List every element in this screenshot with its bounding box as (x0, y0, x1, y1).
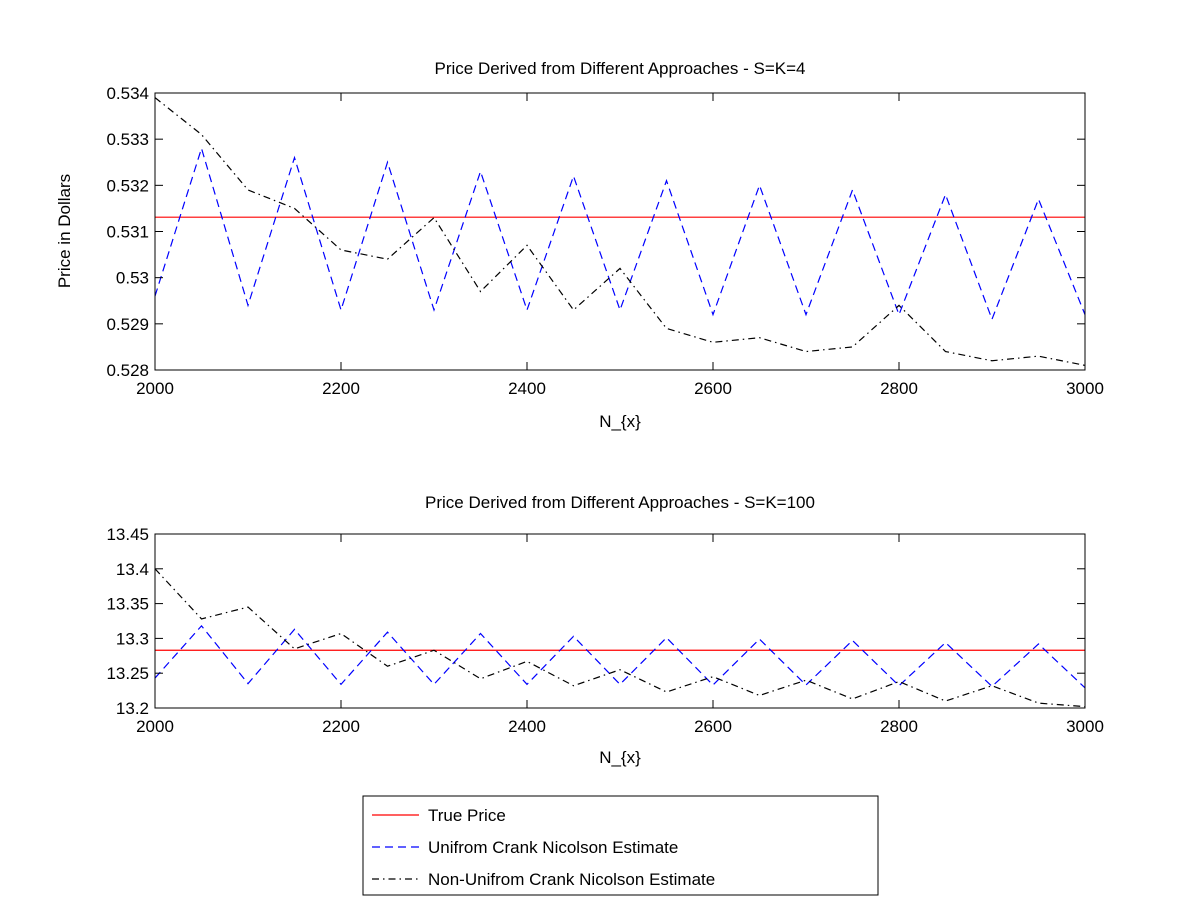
x-tick-label: 2200 (322, 379, 360, 398)
y-tick-label: 13.2 (116, 699, 149, 718)
x-tick-label: 2800 (880, 379, 918, 398)
legend: True Price Unifrom Crank Nicolson Estima… (362, 795, 879, 896)
legend-label-true-price: True Price (428, 806, 506, 825)
x-tick-label: 3000 (1066, 379, 1104, 398)
y-tick-label: 0.529 (106, 315, 149, 334)
y-axis-label: Price in Dollars (55, 174, 74, 288)
plot-area-frame (154, 533, 1086, 709)
x-tick-label: 2600 (694, 379, 732, 398)
y-tick-label: 0.531 (106, 223, 149, 242)
legend-label-uniform-cn: Unifrom Crank Nicolson Estimate (428, 838, 678, 857)
x-tick-label: 2800 (880, 717, 918, 736)
x-tick-label: 2200 (322, 717, 360, 736)
x-axis-label: N_{x} (599, 748, 641, 767)
y-tick-label: 13.35 (106, 595, 149, 614)
y-tick-label: 0.533 (106, 130, 149, 149)
x-tick-label: 2400 (508, 379, 546, 398)
series-line-non-unifrom-crank-nicolson-estimate (155, 97, 1085, 366)
x-tick-label: 2000 (136, 717, 174, 736)
series-line-unifrom-crank-nicolson-estimate (155, 624, 1085, 689)
x-tick-label: 3000 (1066, 717, 1104, 736)
y-tick-label: 0.528 (106, 361, 149, 380)
y-tick-label: 13.45 (106, 525, 149, 544)
x-tick-label: 2400 (508, 717, 546, 736)
series-line-non-unifrom-crank-nicolson-estimate (155, 568, 1085, 708)
subplot-top: Price Derived from Different Approaches … (55, 59, 1104, 431)
chart-title: Price Derived from Different Approaches … (434, 59, 805, 78)
y-tick-label: 13.25 (106, 664, 149, 683)
y-tick-label: 13.4 (116, 560, 149, 579)
x-tick-label: 2000 (136, 379, 174, 398)
subplot-bottom: Price Derived from Different Approaches … (106, 493, 1103, 767)
x-axis-label: N_{x} (599, 412, 641, 431)
chart-title: Price Derived from Different Approaches … (425, 493, 815, 512)
y-tick-label: 13.3 (116, 629, 149, 648)
legend-label-nonuniform-cn: Non-Unifrom Crank Nicolson Estimate (428, 870, 715, 889)
y-tick-label: 0.534 (106, 84, 149, 103)
x-tick-label: 2600 (694, 717, 732, 736)
y-tick-label: 0.53 (116, 269, 149, 288)
legend-box (362, 795, 879, 896)
y-tick-label: 0.532 (106, 176, 149, 195)
series-line-unifrom-crank-nicolson-estimate (155, 146, 1085, 321)
